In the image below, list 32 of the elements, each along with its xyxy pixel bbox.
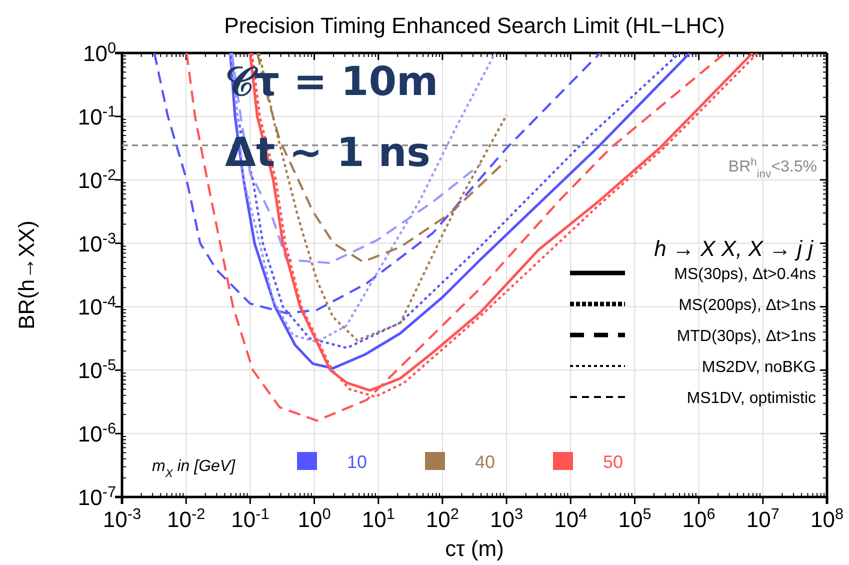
legend-label: 10 bbox=[346, 452, 368, 472]
x-tick-label: 10$^{-2}$ bbox=[167, 506, 206, 532]
y-axis-title: BR(h→XX) bbox=[14, 220, 39, 330]
x-tick-label: 10$^{-1}$ bbox=[231, 506, 270, 532]
y-tick-label: 10$^{-6}$ bbox=[78, 420, 116, 447]
x-tick-label: 10$^{0}$ bbox=[298, 506, 331, 532]
x-tick-label: 10$^{4}$ bbox=[554, 506, 588, 532]
y-tick-label: 10$^{-4}$ bbox=[78, 293, 116, 320]
y-tick-label: 10$^{-1}$ bbox=[78, 102, 116, 130]
annotation: MTD(30ps), Δt>1ns bbox=[676, 328, 816, 345]
x-tick-label: 10$^{6}$ bbox=[682, 506, 716, 532]
y-tick-label: 10$^{-2}$ bbox=[78, 166, 116, 193]
x-tick-label: 10$^{2}$ bbox=[426, 506, 459, 532]
y-tick-label: 10$^{-5}$ bbox=[78, 356, 116, 384]
x-tick-label: 10$^{1}$ bbox=[362, 506, 395, 532]
x-tick-label: 10$^{3}$ bbox=[490, 506, 524, 532]
y-tick-label: 10$^{-3}$ bbox=[78, 230, 116, 256]
x-tick-label: 10$^{8}$ bbox=[810, 506, 844, 532]
annotation: m$_{X}$ in [GeV] bbox=[152, 458, 236, 480]
x-tick-label: 10$^{5}$ bbox=[618, 506, 652, 532]
y-tick-label: 10$^{0}$ bbox=[82, 40, 116, 66]
ref-line-label: BR$^{h}$$_{inv}$<3.5% bbox=[728, 156, 817, 180]
chart-title: Precision Timing Enhanced Search Limit (HL−LHC) bbox=[224, 13, 725, 38]
annotation: MS1DV, optimistic bbox=[686, 390, 816, 407]
legend-label: 50 bbox=[602, 452, 624, 472]
legend-label: 40 bbox=[474, 452, 496, 472]
annotation: h → X X, X → j j bbox=[654, 236, 814, 261]
annotation: MS2DV, noBKG bbox=[702, 359, 816, 376]
annotation: MS(30ps), Δt>0.4ns bbox=[674, 266, 816, 283]
x-axis-title: cτ (m) bbox=[445, 536, 504, 561]
x-tick-label: 10$^{7}$ bbox=[746, 506, 780, 532]
annotation: MS(200ps), Δt>1ns bbox=[678, 297, 816, 314]
